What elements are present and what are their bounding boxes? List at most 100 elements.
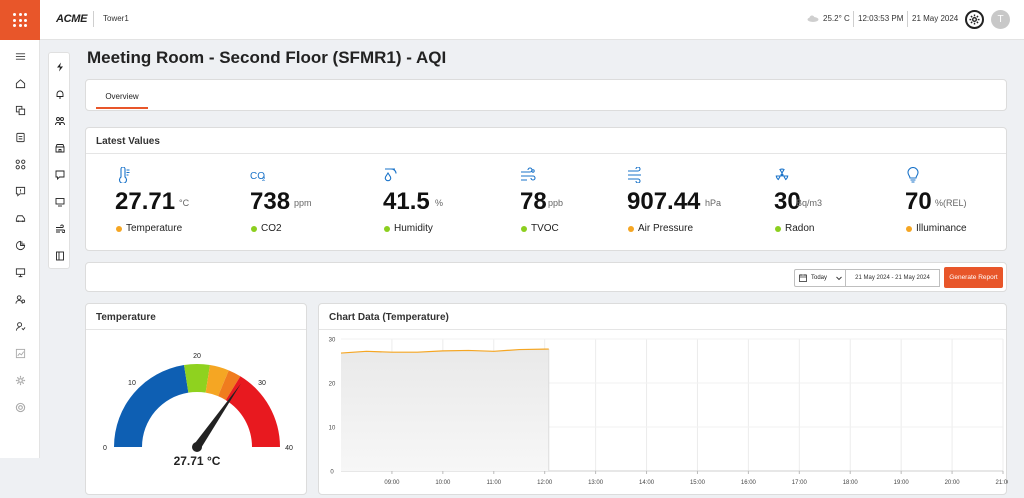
alarm-icon bbox=[56, 90, 64, 99]
support-icon bbox=[15, 402, 25, 412]
metric-unit: % bbox=[435, 198, 444, 208]
energy-icon bbox=[57, 62, 63, 72]
x-tick-label: 19:00 bbox=[894, 480, 910, 486]
display-icon bbox=[55, 198, 65, 207]
chart-title: Chart Data (Temperature) bbox=[329, 312, 449, 323]
divider bbox=[86, 329, 306, 330]
building-name[interactable]: Tower1 bbox=[103, 14, 129, 23]
sidebar-item-documents[interactable] bbox=[12, 129, 28, 145]
subnav-item-occupancy[interactable] bbox=[54, 115, 66, 127]
date-range-input[interactable]: 21 May 2024 - 21 May 2024 bbox=[846, 269, 940, 287]
menu-toggle-button[interactable] bbox=[12, 48, 28, 64]
chevron-down-icon bbox=[836, 276, 842, 281]
nodes-icon bbox=[15, 159, 25, 169]
metric-unit: hPa bbox=[705, 198, 722, 208]
series-line[interactable] bbox=[340, 348, 549, 354]
metric-value: 907.44 bbox=[627, 188, 701, 215]
gauge-band bbox=[184, 364, 210, 393]
sidebar-item-users[interactable] bbox=[12, 291, 28, 307]
thermometer-icon bbox=[115, 166, 131, 184]
metric-value: 30 bbox=[774, 188, 801, 215]
gauge-needle-hub bbox=[192, 442, 202, 452]
apps-menu-button[interactable] bbox=[0, 0, 40, 40]
users-icon bbox=[14, 294, 25, 304]
y-tick-label: 20 bbox=[329, 382, 336, 388]
tvoc-icon bbox=[520, 167, 536, 183]
x-tick-label: 09:00 bbox=[384, 480, 400, 486]
subnav-item-air-quality[interactable] bbox=[54, 223, 66, 235]
user-avatar[interactable]: T bbox=[991, 10, 1010, 29]
sidebar-item-parking[interactable] bbox=[12, 210, 28, 226]
card-title: Temperature bbox=[96, 312, 156, 323]
gauge-tick-label: 10 bbox=[128, 380, 136, 387]
x-tick-label: 17:00 bbox=[792, 480, 808, 486]
sidebar-item-copy[interactable] bbox=[12, 102, 28, 118]
grid-icon bbox=[13, 13, 27, 27]
cloud-icon bbox=[807, 15, 819, 22]
gauge-value: 27.71 °C bbox=[173, 454, 221, 468]
sidebar-item-displays[interactable] bbox=[12, 264, 28, 280]
gauge-needle bbox=[193, 383, 241, 450]
sidebar-item-tracking[interactable] bbox=[12, 318, 28, 334]
document-icon bbox=[15, 132, 25, 142]
lightbulb-icon bbox=[905, 167, 921, 183]
y-tick-label: 30 bbox=[329, 338, 336, 344]
x-tick-label: 18:00 bbox=[843, 480, 859, 486]
generate-report-button[interactable]: Generate Report bbox=[944, 267, 1003, 288]
subnav-item-energy[interactable] bbox=[54, 61, 66, 73]
menu-icon bbox=[15, 52, 25, 60]
brand-logo: ACME bbox=[56, 13, 88, 25]
store-icon bbox=[55, 144, 65, 153]
copy-icon bbox=[15, 105, 25, 115]
gauge-tick-label: 40 bbox=[285, 445, 293, 452]
top-bar: ACME Tower1 25.2° C 12:03:53 PM 21 May 2… bbox=[0, 0, 1024, 40]
metric-unit: Bq/m3 bbox=[796, 198, 823, 208]
car-icon bbox=[15, 214, 25, 222]
divider bbox=[93, 11, 94, 27]
period-select[interactable]: Today bbox=[794, 269, 846, 287]
gauge-tick-label: 20 bbox=[193, 353, 201, 360]
sidebar-item-network[interactable] bbox=[12, 156, 28, 172]
status-dot bbox=[116, 226, 122, 232]
metrics-row: 27.71 °C Temperature CO 2 738 ppm CO2 41.5% Humid… bbox=[86, 153, 1006, 253]
status-dot bbox=[628, 226, 634, 232]
message-icon bbox=[55, 170, 65, 180]
subnav-item-stores[interactable] bbox=[54, 142, 66, 154]
x-tick-label: 21:00 bbox=[995, 480, 1008, 486]
people-icon bbox=[55, 117, 65, 126]
page-title: Meeting Room - Second Floor (SFMR1) - AQ… bbox=[87, 48, 447, 67]
series-area bbox=[341, 349, 549, 471]
sidebar-item-alerts[interactable] bbox=[12, 183, 28, 199]
temperature-line-chart: 0 10 20 30 09:00 10:00 11:00 12:00 13:00 14:00 15:… bbox=[329, 338, 1008, 487]
sidebar-item-home[interactable] bbox=[12, 75, 28, 91]
metric-value: 27.71 bbox=[115, 188, 176, 215]
sidebar-item-support[interactable] bbox=[12, 399, 28, 415]
tabs-card: Overview bbox=[85, 79, 1007, 111]
subnav-item-messages[interactable] bbox=[54, 169, 66, 181]
sidebar-item-reports[interactable] bbox=[12, 237, 28, 253]
metric-value: 78 bbox=[520, 188, 547, 215]
monitor-icon bbox=[15, 267, 25, 277]
metric-label: TVOC bbox=[531, 223, 559, 234]
subnav-item-alarms[interactable] bbox=[54, 88, 66, 100]
svg-text:CO: CO bbox=[250, 171, 265, 182]
x-tick-label: 13:00 bbox=[588, 480, 604, 486]
status-dot bbox=[251, 226, 257, 232]
subnav-item-displays[interactable] bbox=[54, 196, 66, 208]
x-tick-label: 15:00 bbox=[690, 480, 706, 486]
metric-value: 41.5 bbox=[383, 188, 430, 215]
subnav-item-panels[interactable] bbox=[54, 250, 66, 262]
main-sidebar bbox=[0, 40, 40, 458]
tab-overview[interactable]: Overview bbox=[96, 85, 148, 109]
period-select-value: Today bbox=[811, 275, 828, 281]
home-icon bbox=[15, 78, 25, 88]
sidebar-item-settings[interactable] bbox=[12, 372, 28, 388]
divider bbox=[907, 11, 908, 27]
x-tick-label: 12:00 bbox=[537, 480, 553, 486]
gear-icon bbox=[15, 375, 25, 385]
card-title: Latest Values bbox=[96, 136, 160, 147]
settings-button[interactable] bbox=[965, 10, 984, 29]
sidebar-item-analytics[interactable] bbox=[12, 345, 28, 361]
metric-label: Humidity bbox=[394, 223, 433, 234]
x-tick-label: 14:00 bbox=[639, 480, 655, 486]
